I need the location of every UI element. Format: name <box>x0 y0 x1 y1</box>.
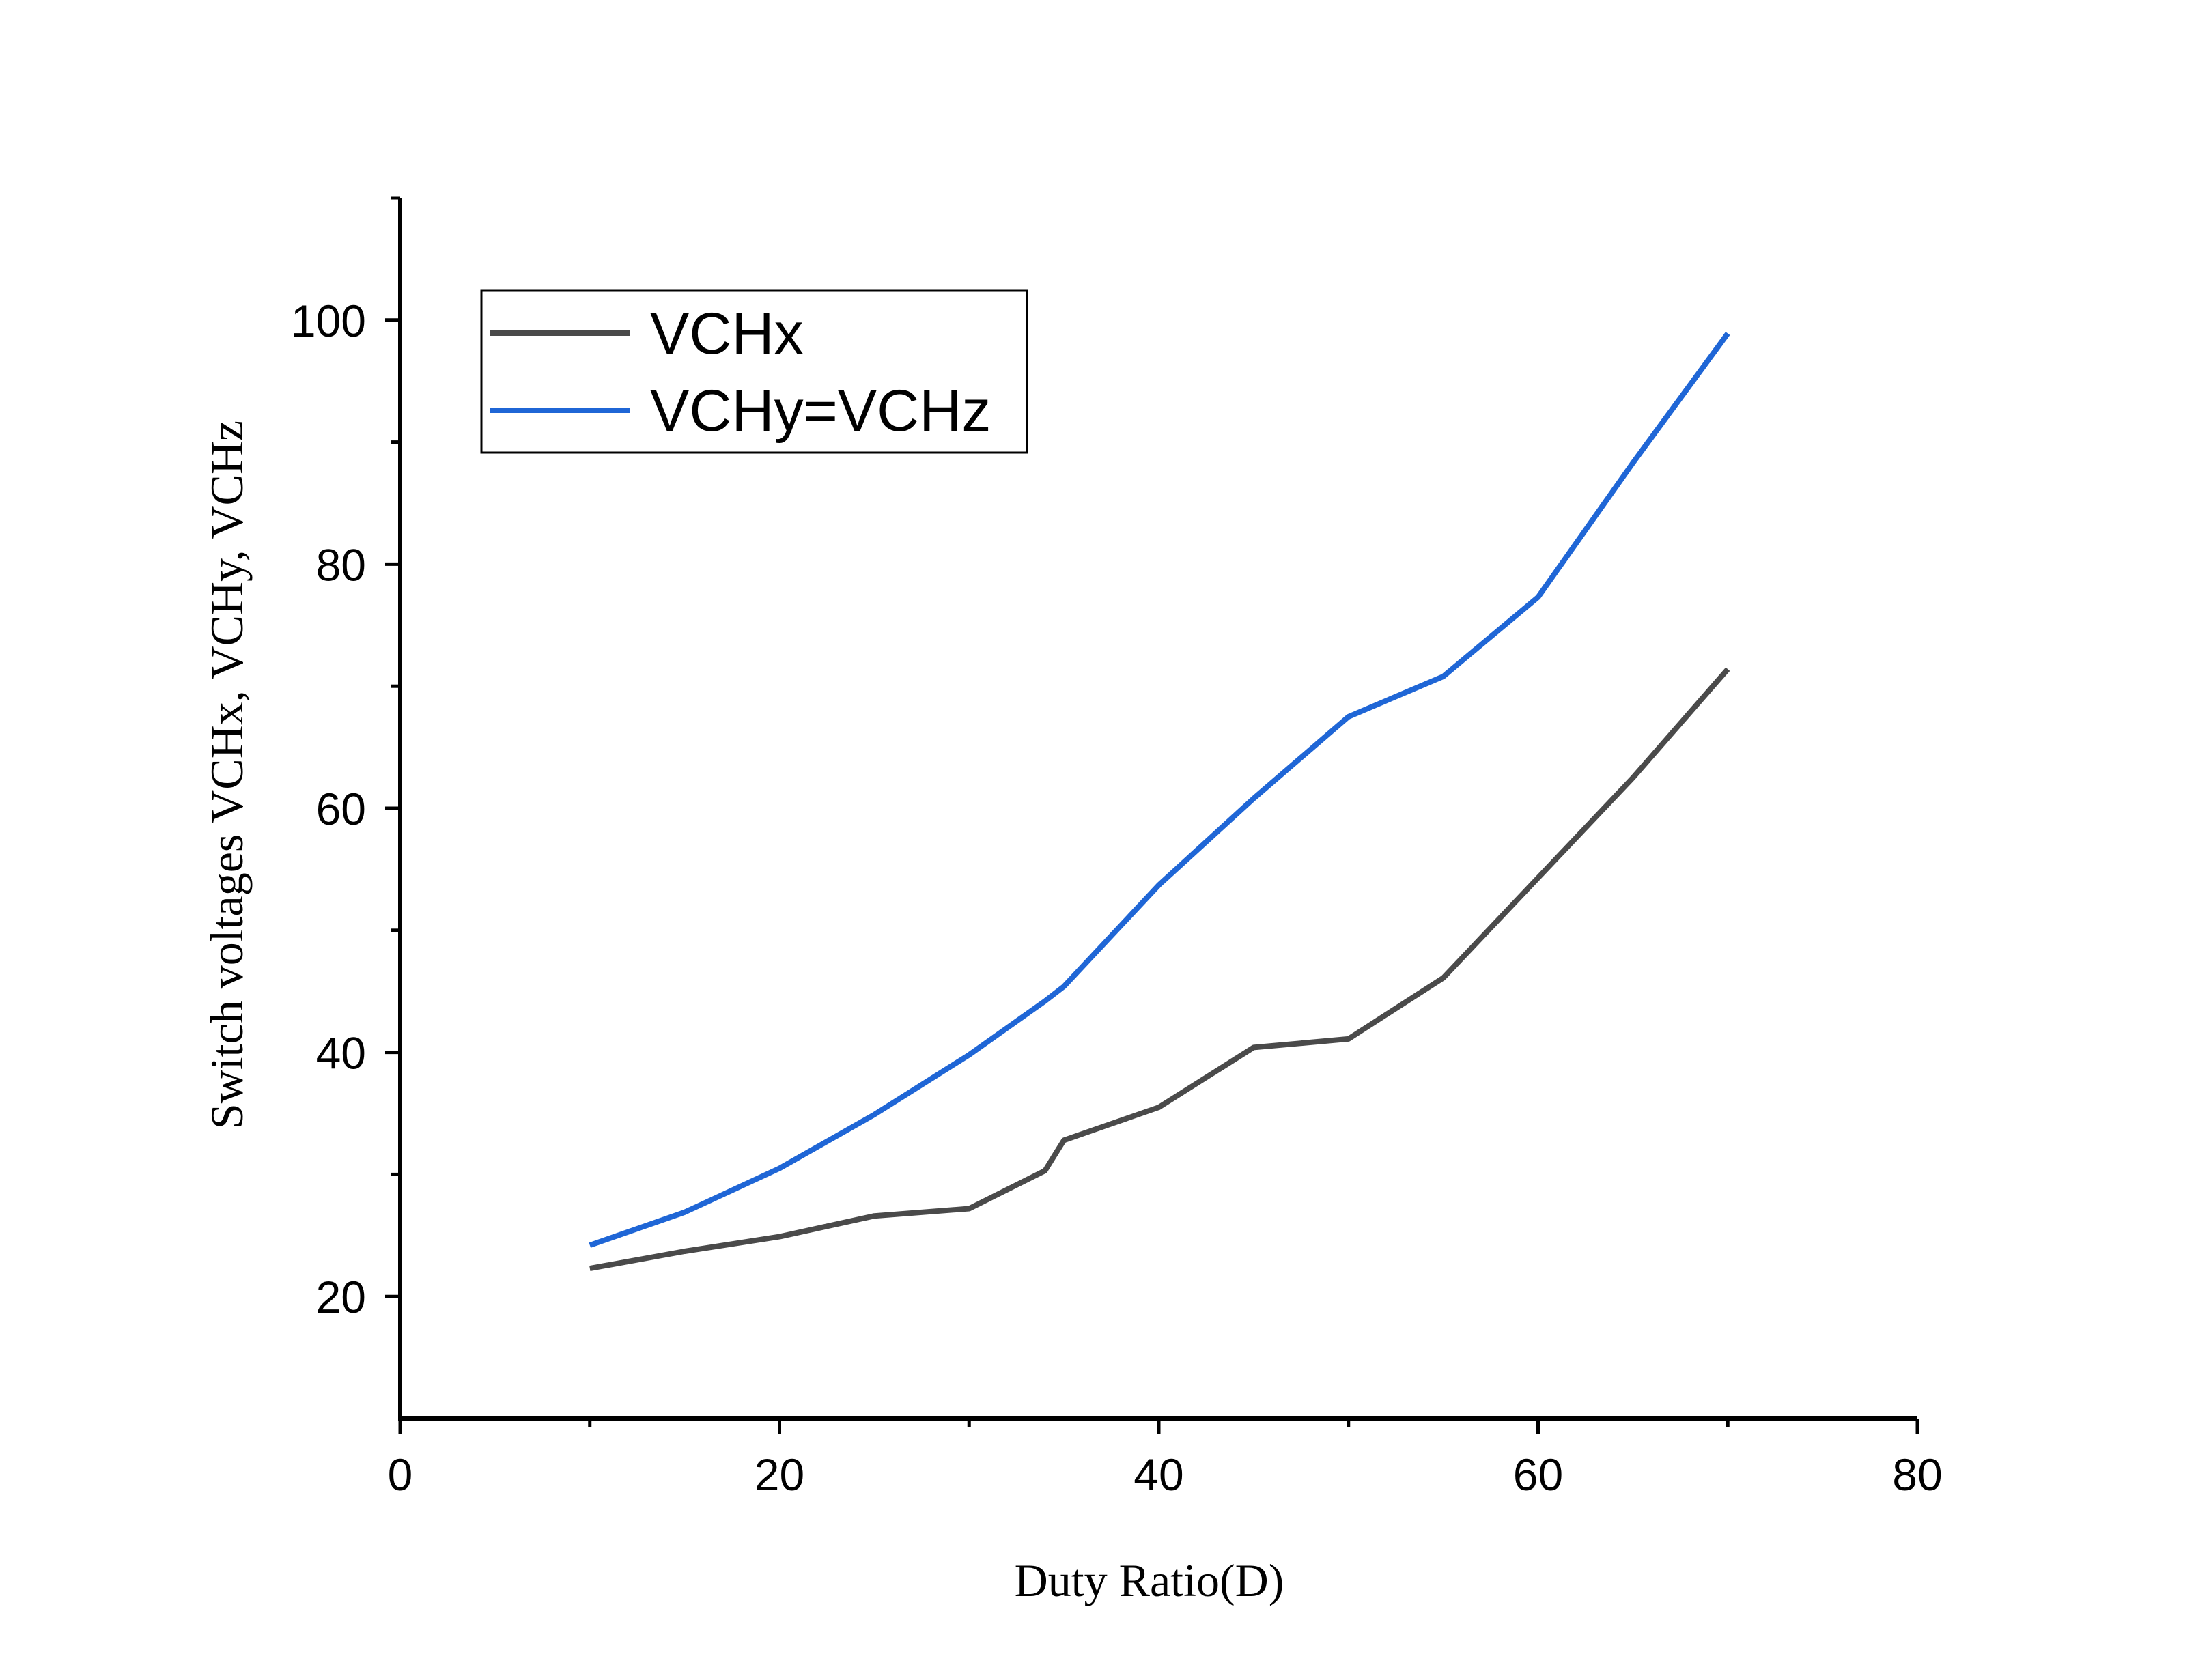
y-tick-label: 60 <box>316 784 366 834</box>
legend-label-vchy-vchz: VCHy=VCHz <box>650 378 991 444</box>
legend-label-vchx: VCHx <box>650 301 804 367</box>
x-tick-label: 0 <box>388 1449 413 1500</box>
x-tick-label: 60 <box>1513 1449 1563 1500</box>
y-tick-label: 40 <box>316 1028 366 1079</box>
y-tick-label: 100 <box>291 296 366 346</box>
x-tick-label: 20 <box>755 1449 804 1500</box>
y-axis-title: Switch voltages VCHx, VCHy, VCHz <box>201 421 253 1129</box>
x-axis-title: Duty Ratio(D) <box>1015 1554 1284 1606</box>
legend: VCHx VCHy=VCHz <box>480 289 1028 454</box>
series-line-vchx <box>589 667 1730 1272</box>
series-layer <box>589 332 1730 1272</box>
y-tick-label: 80 <box>316 539 366 590</box>
legend-box <box>480 289 1028 454</box>
axes-layer: 0 20 40 60 80 20 40 60 80 100 <box>291 196 1943 1500</box>
x-tick-label: 40 <box>1134 1449 1183 1500</box>
x-tick-label: 80 <box>1892 1449 1942 1500</box>
y-tick-label: 20 <box>316 1272 366 1322</box>
series-line-vchy-vchz <box>589 332 1730 1248</box>
